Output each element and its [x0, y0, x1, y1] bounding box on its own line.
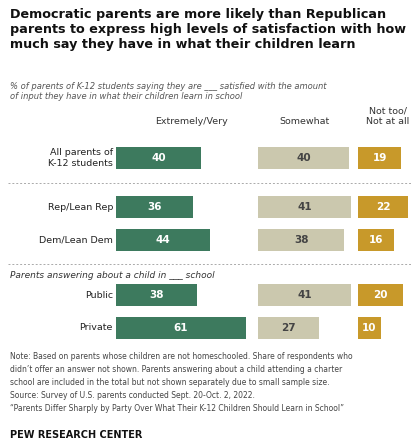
Text: school are included in the total but not shown separately due to small sample si: school are included in the total but not…	[10, 378, 330, 387]
Text: 40: 40	[151, 153, 166, 163]
Text: 36: 36	[147, 202, 162, 212]
FancyBboxPatch shape	[358, 317, 381, 339]
Text: Parents answering about a child in ___ school: Parents answering about a child in ___ s…	[10, 271, 215, 280]
Text: “Parents Differ Sharply by Party Over What Their K-12 Children Should Learn in S: “Parents Differ Sharply by Party Over Wh…	[10, 404, 344, 413]
FancyBboxPatch shape	[358, 284, 404, 306]
FancyBboxPatch shape	[358, 229, 394, 251]
Text: 16: 16	[369, 235, 383, 245]
FancyBboxPatch shape	[358, 147, 401, 169]
Text: 40: 40	[296, 153, 311, 163]
FancyBboxPatch shape	[116, 147, 201, 169]
Text: Dem/Lean Dem: Dem/Lean Dem	[39, 236, 113, 245]
Text: 20: 20	[373, 290, 388, 300]
Text: Private: Private	[80, 323, 113, 332]
Text: 38: 38	[294, 235, 308, 245]
Text: 22: 22	[376, 202, 390, 212]
FancyBboxPatch shape	[358, 196, 408, 218]
Text: 19: 19	[373, 153, 387, 163]
Text: 38: 38	[149, 290, 164, 300]
Text: Note: Based on parents whose children are not homeschooled. Share of respondents: Note: Based on parents whose children ar…	[10, 352, 353, 361]
FancyBboxPatch shape	[116, 196, 193, 218]
Text: Extremely/Very: Extremely/Very	[155, 117, 227, 126]
Text: 44: 44	[155, 235, 170, 245]
FancyBboxPatch shape	[116, 229, 210, 251]
Text: % of parents of K-12 students saying they are ___ satisfied with the amount
of i: % of parents of K-12 students saying the…	[10, 82, 326, 101]
Text: PEW RESEARCH CENTER: PEW RESEARCH CENTER	[10, 430, 142, 440]
FancyBboxPatch shape	[116, 284, 197, 306]
Text: 27: 27	[281, 323, 296, 333]
FancyBboxPatch shape	[258, 284, 351, 306]
Text: 41: 41	[297, 290, 312, 300]
Text: didn’t offer an answer not shown. Parents answering about a child attending a ch: didn’t offer an answer not shown. Parent…	[10, 365, 342, 374]
Text: 61: 61	[174, 323, 188, 333]
Text: 10: 10	[362, 323, 377, 333]
Text: Not too/
Not at all: Not too/ Not at all	[366, 107, 410, 126]
FancyBboxPatch shape	[258, 229, 344, 251]
Text: Democratic parents are more likely than Republican
parents to express high level: Democratic parents are more likely than …	[10, 8, 406, 51]
FancyBboxPatch shape	[116, 317, 246, 339]
Text: Rep/Lean Rep: Rep/Lean Rep	[47, 202, 113, 211]
FancyBboxPatch shape	[258, 317, 319, 339]
Text: Source: Survey of U.S. parents conducted Sept. 20-Oct. 2, 2022.: Source: Survey of U.S. parents conducted…	[10, 391, 255, 400]
Text: Public: Public	[85, 290, 113, 300]
Text: Somewhat: Somewhat	[279, 117, 329, 126]
FancyBboxPatch shape	[258, 147, 349, 169]
Text: All parents of
K-12 students: All parents of K-12 students	[48, 148, 113, 168]
Text: 41: 41	[297, 202, 312, 212]
FancyBboxPatch shape	[258, 196, 351, 218]
